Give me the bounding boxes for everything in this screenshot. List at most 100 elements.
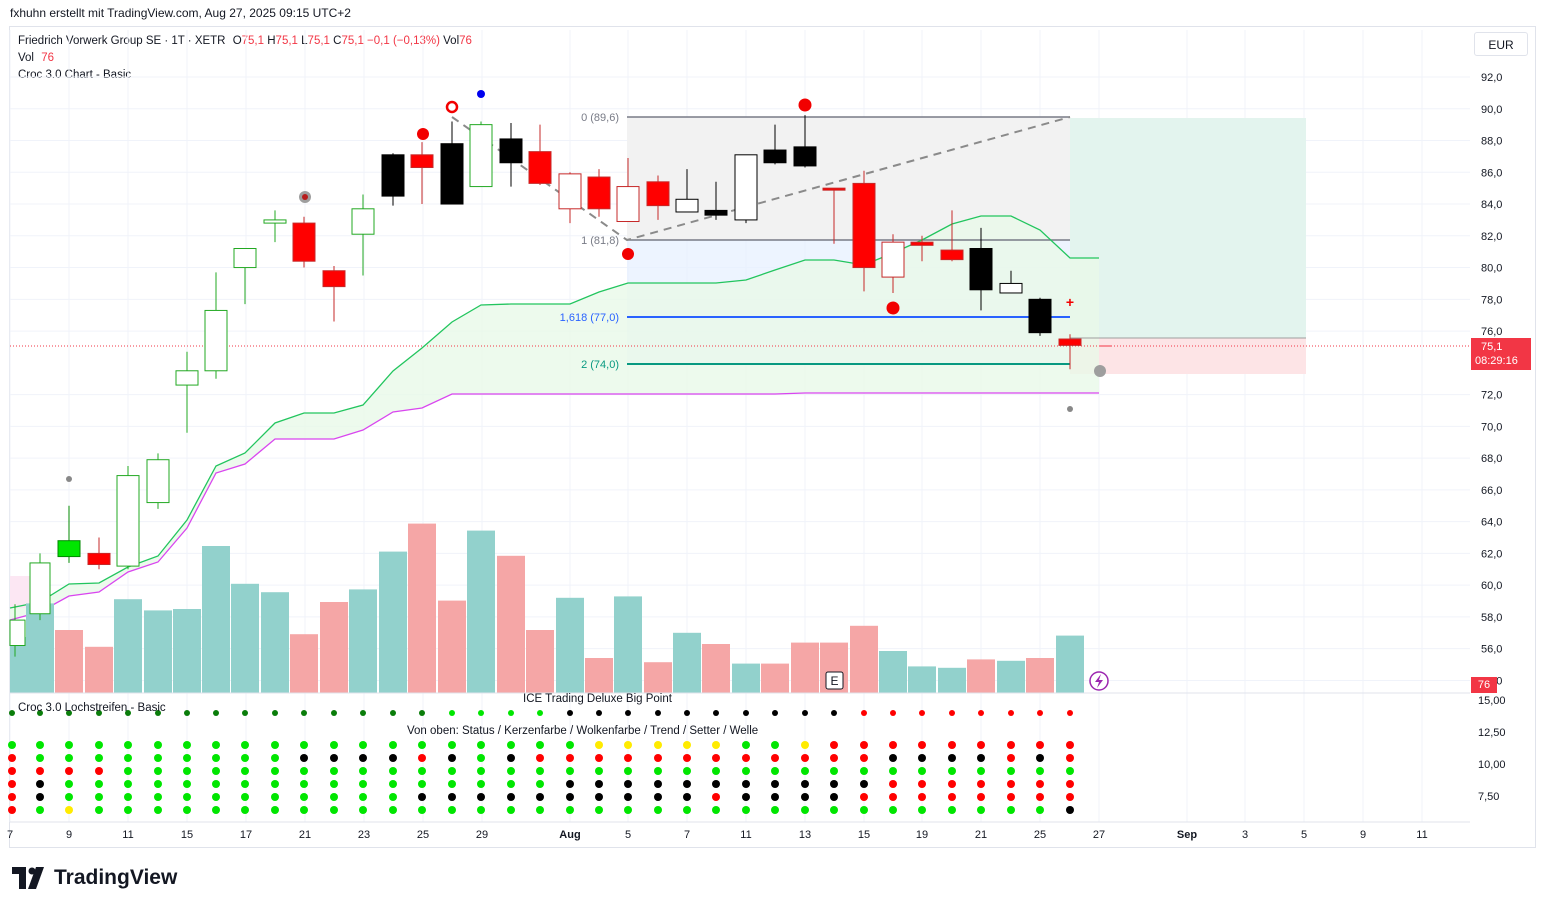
lochstreifen-dot [771,767,779,775]
legend-volume-value: 76 [41,52,54,64]
fib-level-label: 1,618 (77,0) [560,312,619,324]
lochstreifen-dot [241,806,249,814]
currency-button[interactable]: EUR [1474,32,1528,56]
lochstreifen-dot [595,754,603,762]
lochstreifen-dot [95,767,103,775]
lochstreifen-dot [742,767,750,775]
lochstreifen-dot [389,793,397,801]
bigpoint-dot [537,710,543,716]
lochstreifen-dot [271,767,279,775]
pane2-title[interactable]: Croc 3.0 Lochstreifen - Basic [18,702,166,714]
time-tick-label: 13 [799,829,811,841]
bigpoint-dot [125,710,131,716]
lochstreifen-dot [536,806,544,814]
lochstreifen-dot [418,767,426,775]
volume-bar [644,662,672,693]
marker-small-gray [1067,406,1073,412]
earnings-marker[interactable]: E [825,671,844,690]
lochstreifen-dot [830,767,838,775]
legend-symbol[interactable]: Friedrich Vorwerk Group SE · 1T · XETR [18,35,226,47]
bigpoint-dot [331,710,337,716]
lochstreifen-dot [566,806,574,814]
lochstreifen-dot [654,793,662,801]
bigpoint-dot [978,710,984,716]
legend-volume[interactable]: Vol 76 [18,52,54,64]
time-axis[interactable]: 7 9 11 15 17 21 23 25 29 Aug 5 7 11 13 15 19 21 25 27 Sep 3 5… [7,829,1428,841]
lochstreifen-tick-label: 7,50 [1478,791,1499,803]
lochstreifen-dot [860,741,868,749]
marker-red [417,128,429,140]
volume-bars [10,523,1084,693]
candle-body [146,459,170,504]
bigpoint-dot [890,710,896,716]
volume-bar [320,602,348,693]
lochstreifen-dot [271,754,279,762]
time-tick-label: 9 [66,829,72,841]
volume-bar [556,597,584,693]
lochstreifen-dot [771,793,779,801]
tradingview-logo[interactable]: TradingView [12,866,177,890]
time-tick-label: 11 [122,829,133,841]
time-tick-label: Sep [1177,829,1197,841]
lochstreifen-dot [948,767,956,775]
lochstreifen-dot [448,780,456,788]
volume-bar [55,630,83,693]
candle-body [969,248,993,291]
legend-indicator[interactable]: Croc 3.0 Chart - Basic [18,69,132,81]
price-tick-label: 56,0 [1481,644,1502,656]
lochstreifen-dot [566,741,574,749]
marker-red [886,301,900,315]
lochstreifen-dot [624,806,632,814]
bigpoint-dot [301,710,307,716]
lochstreifen-dot [595,806,603,814]
lochstreifen-dot [536,741,544,749]
lochstreifen-dot [889,754,897,762]
legend-l-label: L [301,35,308,47]
lochstreifen-dot [683,767,691,775]
time-tick-label: 21 [299,829,311,841]
lochstreifen-dot [95,741,103,749]
lochstreifen-dot [566,793,574,801]
lochstreifen-dot [477,793,485,801]
price-tick-label: 72,0 [1481,390,1502,402]
lochstreifen-dot [830,741,838,749]
flash-icon-bolt [1095,674,1103,688]
lochstreifen-dot [1036,741,1044,749]
legend-h-label: H [267,35,276,47]
candle-body [233,248,257,269]
candle-body [763,149,787,164]
bigpoint-dot [919,710,925,716]
marker-gray [1094,365,1106,377]
candle-body [646,181,670,207]
lochstreifen-dot [948,780,956,788]
tradingview-logo-icon [12,867,44,889]
lochstreifen-dot [742,780,750,788]
cloud-lower-line [9,392,1099,621]
lochstreifen-dot [477,741,485,749]
bigpoint-dot [596,710,602,716]
lochstreifen-dot [977,767,985,775]
volume-bar [761,663,789,693]
lochstreifen-dot [154,767,162,775]
lochstreifen-dot [624,793,632,801]
time-tick-label: 25 [1034,829,1046,841]
lightning-marker[interactable] [1089,671,1109,691]
earnings-icon[interactable] [825,671,844,690]
long-target-zone [1070,118,1306,338]
legend-main[interactable]: Friedrich Vorwerk Group SE · 1T · XETR O… [18,35,472,47]
price-axis[interactable]: 92,0 90,0 88,0 86,0 84,0 82,0 80,0 78,0 76,0 72,0… [1481,72,1502,687]
lochstreifen-dot [771,806,779,814]
lochstreifen-axis[interactable]: 15,00 12,50 10,00 7,50 [1478,695,1506,803]
volume-bar [261,592,289,693]
lochstreifen-dot [507,741,515,749]
bigpoint-dot [360,710,366,716]
price-tick-label: 66,0 [1481,485,1502,497]
lochstreifen-dot [477,780,485,788]
volume-bar [85,646,113,693]
lochstreifen-dot [95,754,103,762]
lochstreifen-dot [183,767,191,775]
volume-bar [173,609,201,693]
lochstreifen-dot [712,741,720,749]
lochstreifen-dot [448,793,456,801]
